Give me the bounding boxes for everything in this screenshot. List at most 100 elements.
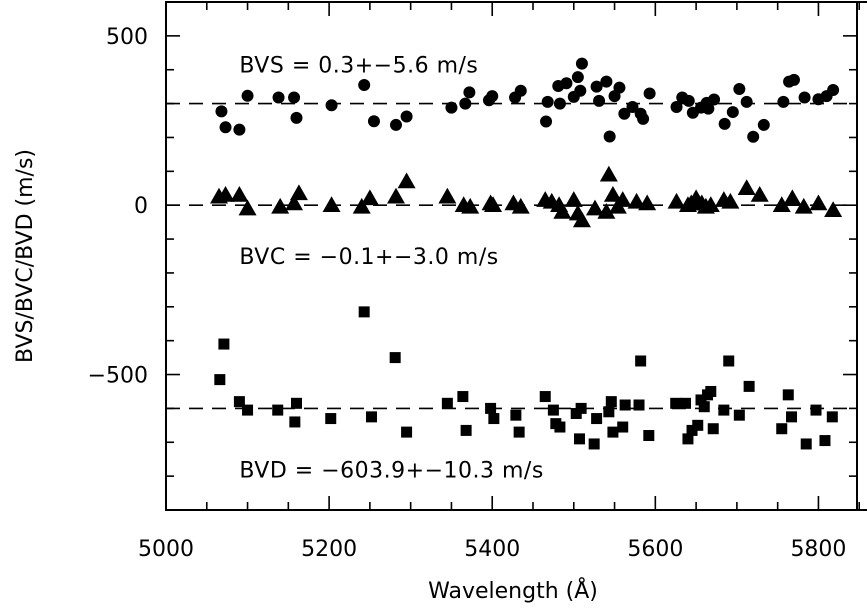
data-point-square <box>682 433 694 445</box>
data-point-triangle <box>824 201 843 218</box>
data-point-square <box>510 409 522 421</box>
data-point-square <box>718 404 730 416</box>
data-point-square <box>698 401 710 413</box>
data-point-circle <box>702 102 715 115</box>
data-point-square <box>733 409 745 421</box>
data-point-circle <box>603 130 616 143</box>
series-square <box>214 306 838 450</box>
data-point-circle <box>798 91 811 104</box>
data-point-circle <box>777 95 790 108</box>
data-point-square <box>776 423 788 435</box>
data-point-square <box>826 411 838 423</box>
data-point-circle <box>233 123 246 136</box>
data-point-circle <box>637 112 650 125</box>
data-point-square <box>619 399 631 411</box>
data-point-square <box>488 413 500 425</box>
data-point-square <box>573 433 585 445</box>
data-point-square <box>588 438 600 450</box>
data-point-triangle <box>553 202 572 219</box>
data-point-circle <box>643 87 656 100</box>
data-point-circle <box>670 100 683 113</box>
data-point-triangle <box>794 197 813 214</box>
data-point-triangle <box>603 186 622 202</box>
data-point-square <box>233 396 245 408</box>
data-point-square <box>707 423 719 435</box>
x-tick-label: 5600 <box>627 537 683 562</box>
data-point-circle <box>757 118 770 131</box>
data-point-circle <box>215 105 228 118</box>
data-point-circle <box>241 89 254 102</box>
data-point-triangle <box>750 186 769 202</box>
data-point-square <box>389 352 401 364</box>
data-point-triangle <box>461 197 480 214</box>
data-point-square <box>591 413 603 425</box>
data-point-circle <box>272 91 285 104</box>
y-tick-label: 500 <box>106 25 148 50</box>
data-point-triangle <box>667 192 686 209</box>
data-point-triangle <box>721 192 740 209</box>
plot-frame-group <box>165 1 867 511</box>
data-point-triangle <box>230 186 249 202</box>
data-point-circle <box>726 106 739 119</box>
data-point-square <box>605 396 617 408</box>
data-point-circle <box>288 91 301 104</box>
data-point-square <box>366 411 378 423</box>
data-point-circle <box>463 86 476 99</box>
data-point-triangle <box>271 197 290 214</box>
data-point-circle <box>626 100 639 113</box>
data-point-circle <box>827 84 840 97</box>
data-point-circle <box>682 94 695 107</box>
data-point-square <box>705 385 717 397</box>
data-point-circle <box>613 81 626 94</box>
data-point-triangle <box>572 211 591 228</box>
data-point-square <box>786 411 798 423</box>
data-point-circle <box>358 78 371 91</box>
data-point-circle <box>290 111 303 124</box>
data-point-circle <box>571 71 584 84</box>
data-point-square <box>617 421 629 433</box>
plot-frame <box>165 1 867 511</box>
data-point-triangle <box>322 196 341 212</box>
data-point-circle <box>445 101 458 114</box>
annotations: BVS = 0.3+−5.6 m/s BVC = −0.1+−3.0 m/s BVD… <box>239 54 543 484</box>
data-point-circle <box>593 94 606 107</box>
y-tick-label: 0 <box>134 194 148 219</box>
data-point-circle <box>787 73 800 86</box>
data-point-circle <box>740 95 753 108</box>
data-point-triangle <box>511 197 530 214</box>
data-point-square <box>635 355 647 367</box>
data-point-square <box>603 406 615 418</box>
data-point-square <box>670 397 682 409</box>
data-point-square <box>633 399 645 411</box>
data-point-circle <box>553 97 566 110</box>
data-point-triangle <box>564 191 583 207</box>
data-point-square <box>607 426 619 438</box>
data-point-triangle <box>360 189 379 206</box>
data-point-circle <box>486 90 499 103</box>
annotation-label: BVD = −603.9+−10.3 m/s <box>239 458 543 483</box>
data-point-circle <box>367 115 380 128</box>
data-point-triangle <box>238 199 257 216</box>
data-point-square <box>680 397 692 409</box>
data-point-triangle <box>585 199 604 216</box>
data-point-triangle <box>701 196 720 212</box>
data-point-circle <box>459 97 472 110</box>
y-tick-label: −500 <box>88 364 148 389</box>
data-point-square <box>547 404 559 416</box>
data-point-square <box>325 413 337 425</box>
x-tick-label: 5800 <box>790 537 846 562</box>
data-point-square <box>692 419 704 431</box>
data-point-circle <box>540 115 553 128</box>
data-point-triangle <box>737 179 756 196</box>
data-point-square <box>214 374 226 386</box>
data-point-square <box>810 404 822 416</box>
data-point-square <box>401 426 413 438</box>
data-point-square <box>743 380 755 392</box>
data-point-square <box>800 438 812 450</box>
data-point-circle <box>708 93 721 106</box>
data-point-circle <box>733 83 746 96</box>
data-point-square <box>819 435 831 447</box>
data-point-square <box>242 404 254 416</box>
data-point-square <box>485 402 497 414</box>
